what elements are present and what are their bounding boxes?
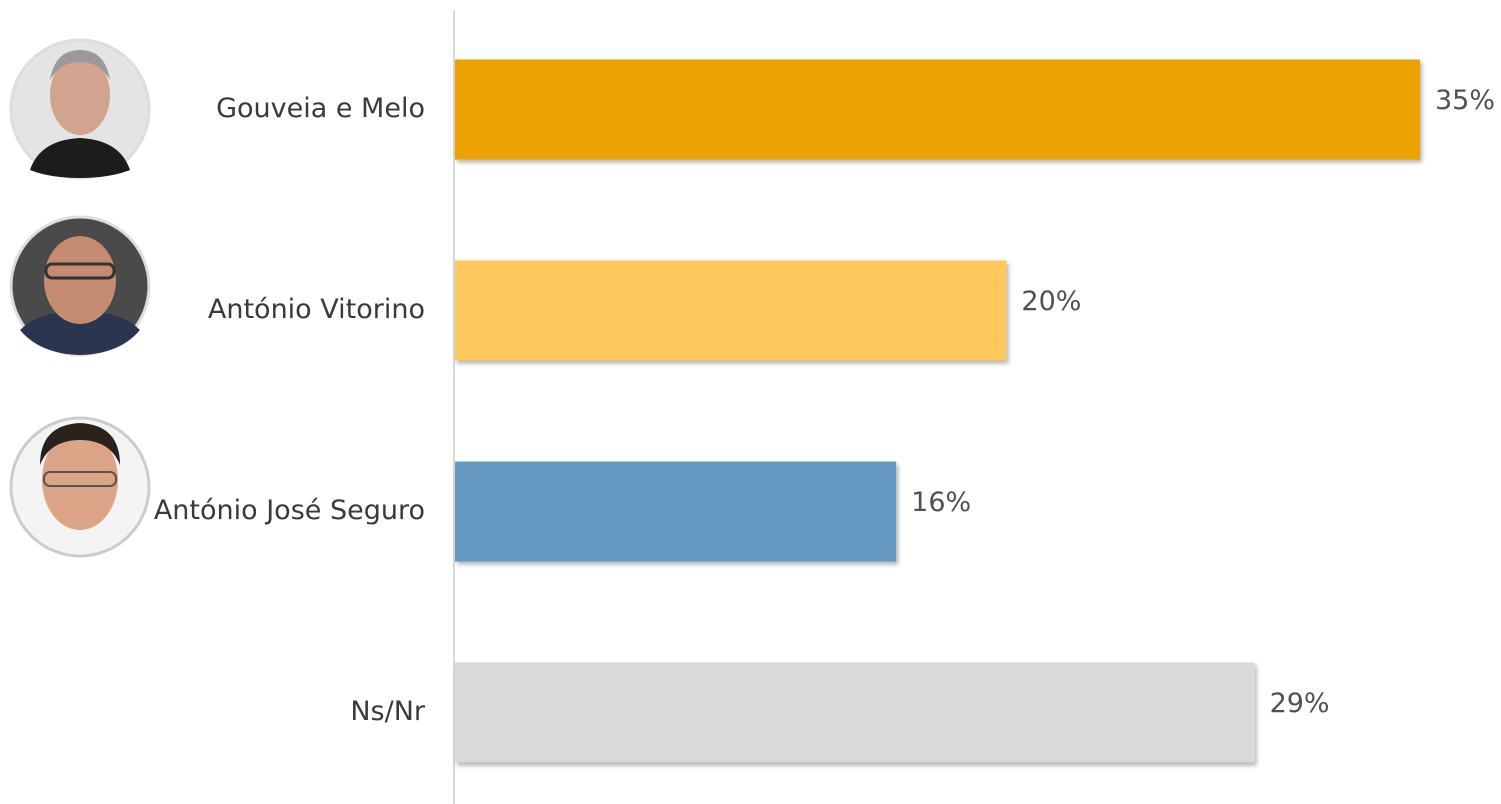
bar — [455, 59, 1420, 160]
value-label: 35% — [1435, 85, 1495, 116]
portrait — [9, 416, 151, 558]
value-label: 29% — [1270, 688, 1330, 719]
category-label: Ns/Nr — [350, 696, 426, 727]
bar — [455, 260, 1007, 361]
value-label: 16% — [911, 487, 971, 518]
portrait — [9, 38, 151, 180]
category-label: Gouveia e Melo — [216, 93, 425, 124]
category-label: António Vitorino — [208, 294, 425, 325]
category-label: António José Seguro — [154, 495, 425, 526]
bar — [455, 461, 897, 562]
bar — [455, 662, 1255, 763]
portrait — [9, 215, 151, 357]
value-label: 20% — [1021, 286, 1081, 317]
